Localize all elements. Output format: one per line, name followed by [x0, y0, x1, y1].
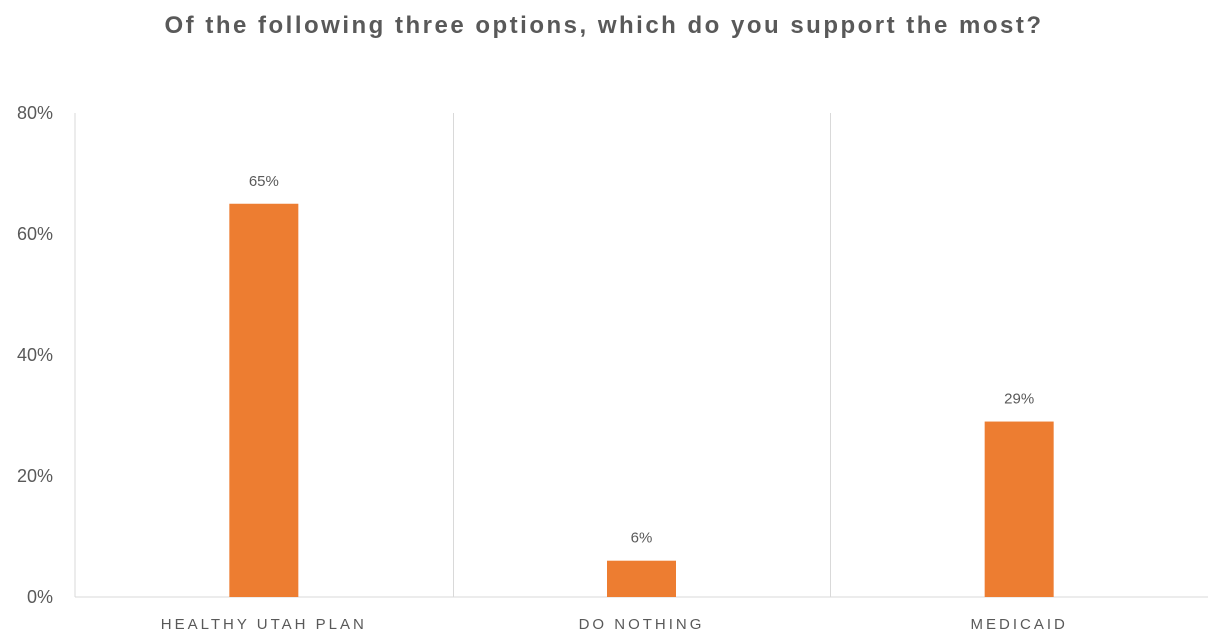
- y-tick-label: 0%: [27, 587, 53, 607]
- x-tick-label: DO NOTHING: [579, 616, 705, 633]
- chart-title: Of the following three options, which do…: [164, 12, 1044, 39]
- y-tick-label: 20%: [17, 466, 53, 486]
- y-tick-label: 40%: [17, 345, 53, 365]
- data-label: 6%: [631, 530, 653, 547]
- x-tick-label: MEDICAID: [970, 616, 1067, 633]
- data-label: 29%: [1004, 391, 1034, 408]
- bar: [229, 203, 299, 597]
- x-tick-label: HEALTHY UTAH PLAN: [161, 616, 367, 633]
- data-label: 65%: [249, 173, 279, 190]
- bar: [984, 421, 1054, 597]
- bar: [607, 560, 676, 597]
- y-tick-label: 80%: [17, 103, 53, 123]
- y-tick-label: 60%: [17, 224, 53, 244]
